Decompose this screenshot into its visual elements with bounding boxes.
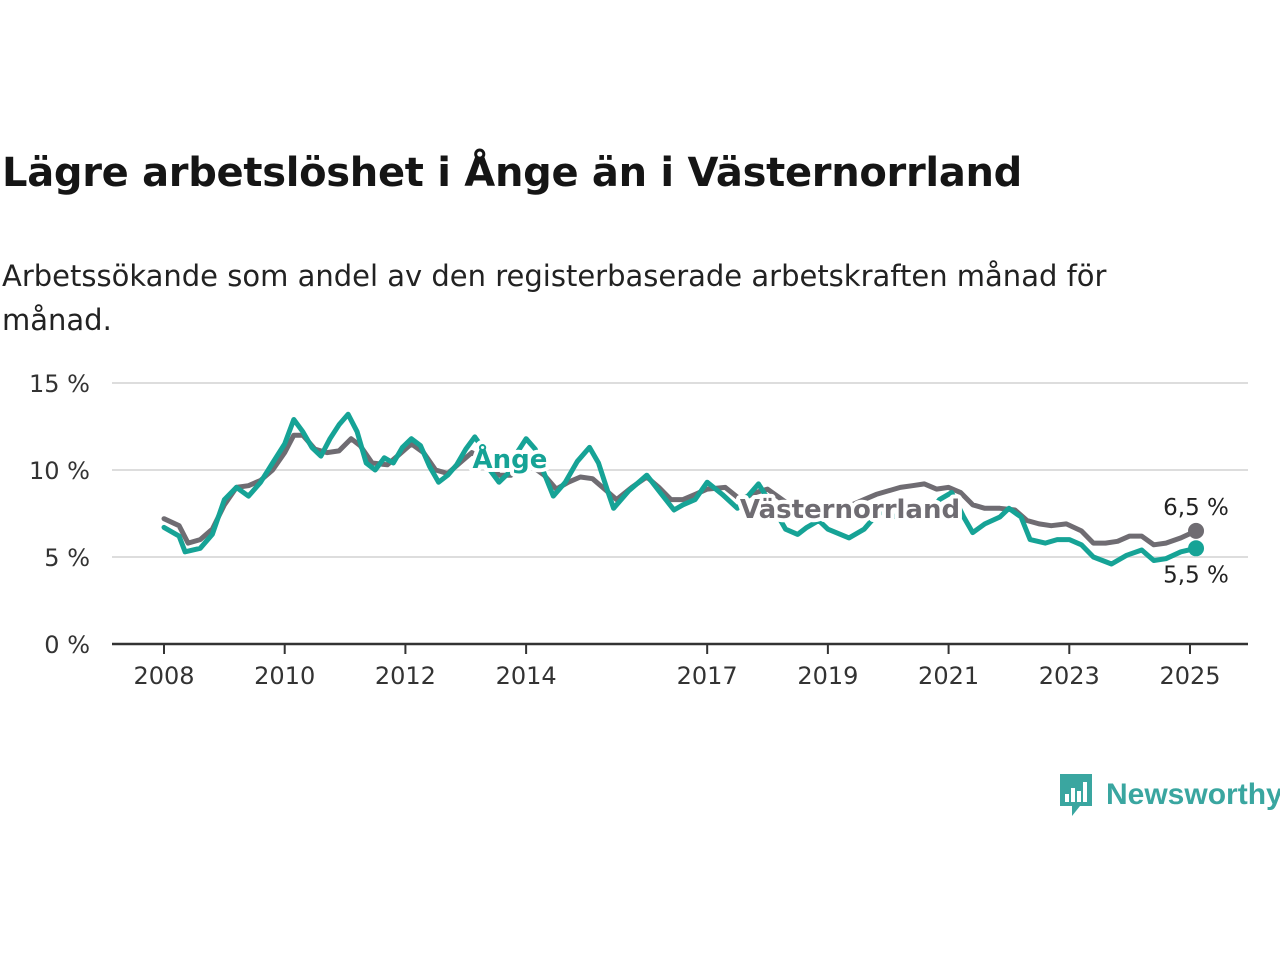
end-label-vasternorrland: 6,5 % <box>1163 495 1229 521</box>
x-tick-label: 2023 <box>1039 662 1100 690</box>
end-point-vasternorrland <box>1188 522 1205 539</box>
series-line-ange <box>161 411 1199 567</box>
chart-title: Lägre arbetslöshet i Ånge än i Västernor… <box>2 150 1023 196</box>
bar-chart-speech-bubble-icon <box>1060 774 1092 816</box>
newsworthy-logo: Newsworthy <box>1058 772 1280 818</box>
y-tick-label: 10 % <box>29 457 90 485</box>
end-label-ange-halo: 5,5 % <box>1163 562 1229 588</box>
end-point-ange <box>1188 540 1205 557</box>
y-axis-ticks: 0 % 5 % 10 % 15 % <box>29 370 90 659</box>
x-tick-label: 2010 <box>254 662 315 690</box>
y-tick-label: 5 % <box>44 544 90 572</box>
inline-label-ange: Ånge <box>473 443 548 475</box>
chart-subtitle: Arbetssökande som andel av den registerb… <box>2 259 1107 337</box>
y-tick-label: 0 % <box>44 631 90 659</box>
inline-label-vasternorrland-halo: Västernorrland <box>740 495 960 525</box>
x-tick-label: 2012 <box>375 662 436 690</box>
end-label-ange: 5,5 % <box>1163 562 1229 588</box>
x-tick-label: 2008 <box>133 662 194 690</box>
x-axis-ticks: 2008 2010 2012 2014 2017 2019 2021 2023 2025 <box>133 644 1221 690</box>
x-tick-label: 2019 <box>797 662 858 690</box>
series-labels: 6,5 %6,5 %5,5 %5,5 %ÅngeÅngeVästernorrla… <box>469 439 1233 592</box>
end-label-vasternorrland-halo: 6,5 % <box>1163 495 1229 521</box>
x-tick-label: 2017 <box>677 662 738 690</box>
inline-label-ange-halo: Ånge <box>473 443 548 475</box>
y-tick-label: 15 % <box>29 370 90 398</box>
series-lines <box>161 411 1205 567</box>
grid-lines <box>112 382 1248 646</box>
inline-label-vasternorrland: Västernorrland <box>740 495 960 525</box>
x-tick-label: 2025 <box>1159 662 1220 690</box>
brand-name: Newsworthy <box>1106 778 1280 811</box>
x-tick-label: 2014 <box>496 662 557 690</box>
x-tick-label: 2021 <box>918 662 979 690</box>
